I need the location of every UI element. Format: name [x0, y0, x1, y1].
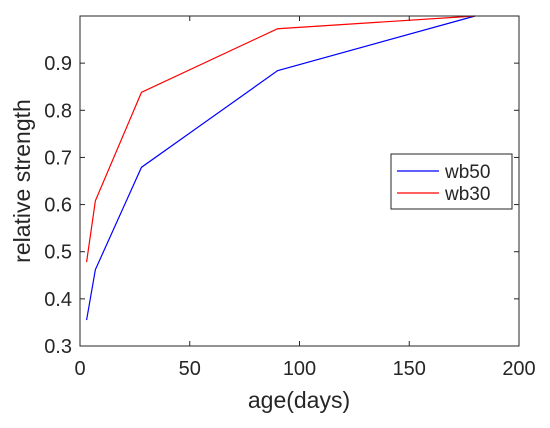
x-tick-label: 100	[283, 358, 316, 380]
y-tick-label: 0.3	[44, 336, 72, 358]
y-tick-label: 0.5	[44, 242, 72, 264]
y-tick-label: 0.4	[44, 289, 72, 311]
legend-label-wb30: wb30	[444, 184, 490, 205]
y-tick-label: 0.7	[44, 147, 72, 169]
series-line-wb30	[85, 15, 476, 263]
x-tick-label: 0	[74, 358, 85, 380]
y-axis-ticks: 0.3 0.4 0.5 0.6 0.7 0.8 0.9	[44, 53, 519, 358]
legend-label-wb50: wb50	[444, 162, 490, 183]
x-tick-label: 50	[179, 358, 201, 380]
x-tick-label: 200	[502, 358, 535, 380]
y-tick-label: 0.8	[44, 100, 72, 122]
y-tick-label: 0.6	[44, 195, 72, 217]
x-axis-ticks: 0 50 100 150 200	[74, 16, 536, 380]
x-tick-label: 150	[393, 358, 426, 380]
y-axis-label: relative strength	[9, 99, 35, 263]
legend-box	[390, 153, 513, 210]
series-lines	[85, 15, 476, 321]
y-tick-label: 0.9	[44, 53, 72, 75]
series-line-wb50	[85, 15, 476, 321]
x-axis-label: age(days)	[248, 387, 350, 413]
